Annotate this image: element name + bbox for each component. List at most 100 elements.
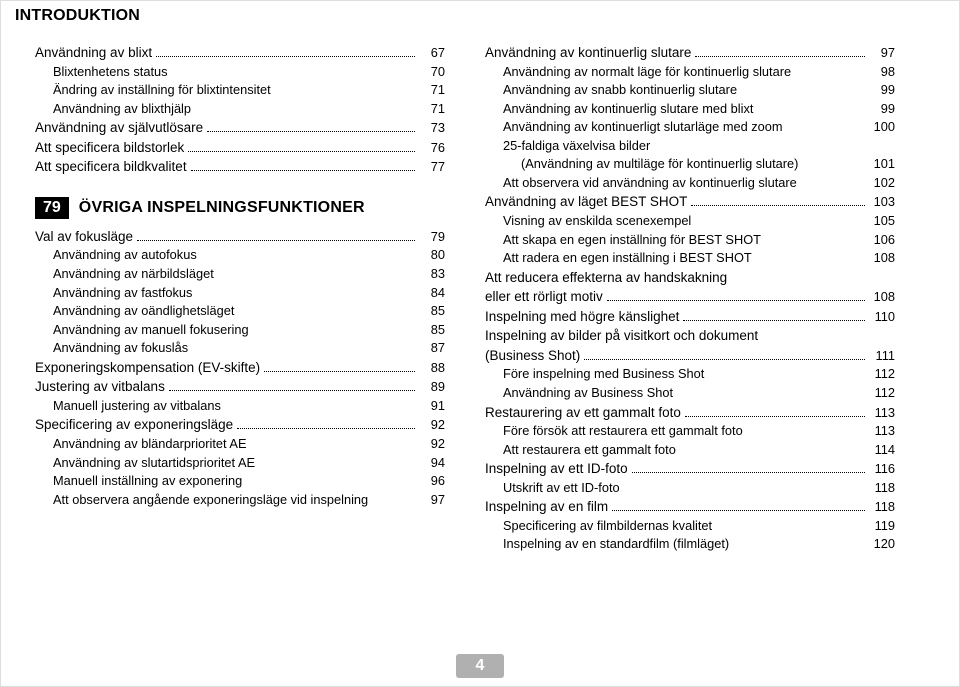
toc-entry-main: Inspelning av ett ID-foto116 bbox=[485, 459, 895, 479]
toc-page-number: 112 bbox=[869, 365, 895, 384]
toc-column-right: Användning av kontinuerlig slutare97Anvä… bbox=[485, 43, 895, 554]
toc-leader-dots bbox=[156, 56, 415, 57]
page-header: INTRODUKTION bbox=[15, 7, 140, 25]
toc-page-number: 97 bbox=[419, 491, 445, 510]
toc-page-number: 110 bbox=[869, 308, 895, 327]
page-number: 4 bbox=[456, 654, 505, 678]
toc-entry-sub: Användning av snabb kontinuerlig slutare… bbox=[485, 81, 895, 100]
toc-label: Användning av slutartidsprioritet AE bbox=[53, 454, 255, 473]
toc-page-number: 118 bbox=[869, 498, 895, 517]
toc-page-number: 97 bbox=[869, 44, 895, 63]
toc-label: Användning av blixt bbox=[35, 43, 152, 63]
toc-entry-sub: Ändring av inställning för blixtintensit… bbox=[35, 81, 445, 100]
toc-entry-sub: Blixtenhetens status 70 bbox=[35, 63, 445, 82]
toc-label: Användning av manuell fokusering bbox=[53, 321, 249, 340]
toc-entry-sub: Inspelning av en standardfilm (filmläget… bbox=[485, 535, 895, 554]
toc-page-number: 112 bbox=[869, 384, 895, 403]
toc-leader-dots bbox=[691, 205, 865, 206]
toc-label: Användning av snabb kontinuerlig slutare bbox=[503, 81, 737, 100]
toc-entry-sub: Användning av oändlighetsläget85 bbox=[35, 302, 445, 321]
toc-page-number: 70 bbox=[419, 63, 445, 82]
toc-page-number: 83 bbox=[419, 265, 445, 284]
toc-entry-main: Restaurering av ett gammalt foto113 bbox=[485, 403, 895, 423]
toc-entry-main: Användning av kontinuerlig slutare 97 bbox=[485, 43, 895, 63]
toc-entry-main: Inspelning av bilder på visitkort och do… bbox=[485, 326, 895, 346]
toc-entry-sub: Användning av fastfokus 84 bbox=[35, 284, 445, 303]
toc-page-number: 71 bbox=[419, 100, 445, 119]
toc-label: (Business Shot) bbox=[485, 346, 580, 366]
toc-page-number: 76 bbox=[419, 139, 445, 158]
section-title: ÖVRIGA INSPELNINGSFUNKTIONER bbox=[79, 199, 365, 217]
toc-label: Specificering av filmbildernas kvalitet bbox=[503, 517, 712, 536]
toc-label: Att reducera effekterna av handskakning bbox=[485, 268, 727, 288]
toc-label: Användning av normalt läge för kontinuer… bbox=[503, 63, 791, 82]
toc-entry-sub: Före inspelning med Business Shot 112 bbox=[485, 365, 895, 384]
toc-leader-dots bbox=[612, 510, 865, 511]
toc-page-number: 99 bbox=[869, 81, 895, 100]
toc-entry-sub: Användning av normalt läge för kontinuer… bbox=[485, 63, 895, 82]
toc-page-number: 84 bbox=[419, 284, 445, 303]
toc-label: Att observera angående exponeringsläge v… bbox=[53, 491, 368, 510]
toc-entry-main: Val av fokusläge 79 bbox=[35, 227, 445, 247]
toc-page-number: 99 bbox=[869, 100, 895, 119]
toc-entry-sub: Användning av närbildsläget 83 bbox=[35, 265, 445, 284]
toc-entry-sub: Användning av Business Shot112 bbox=[485, 384, 895, 403]
toc-page-number: 85 bbox=[419, 321, 445, 340]
toc-label: Användning av fastfokus bbox=[53, 284, 192, 303]
toc-page-number: 73 bbox=[419, 119, 445, 138]
toc-page-number: 101 bbox=[869, 155, 895, 174]
toc-page-number: 102 bbox=[869, 174, 895, 193]
toc-label: Ändring av inställning för blixtintensit… bbox=[53, 81, 271, 100]
toc-label: Användning av blixthjälp bbox=[53, 100, 191, 119]
toc-page-number: 89 bbox=[419, 378, 445, 397]
toc-entry-sub: Användning av slutartidsprioritet AE94 bbox=[35, 454, 445, 473]
toc-leader-dots bbox=[169, 390, 415, 391]
toc-page-number: 105 bbox=[869, 212, 895, 231]
toc-page-number: 91 bbox=[419, 397, 445, 416]
toc-page-number: 114 bbox=[869, 441, 895, 460]
toc-leader-dots bbox=[683, 320, 865, 321]
toc-page-number: 111 bbox=[869, 347, 895, 366]
toc-label: Specificering av exponeringsläge bbox=[35, 415, 233, 435]
toc-leader-dots bbox=[191, 170, 415, 171]
toc-label: Användning av oändlighetsläget bbox=[53, 302, 234, 321]
toc-page-number: 118 bbox=[869, 479, 895, 498]
toc-label: Exponeringskompensation (EV-skifte) bbox=[35, 358, 260, 378]
toc-entry-main: Exponeringskompensation (EV-skifte)88 bbox=[35, 358, 445, 378]
section-badge: 79 bbox=[35, 197, 69, 219]
toc-leader-dots bbox=[188, 151, 415, 152]
toc-leader-dots bbox=[695, 56, 865, 57]
toc-label: Användning av läget BEST SHOT bbox=[485, 192, 687, 212]
toc-entry-main: (Business Shot) 111 bbox=[485, 346, 895, 366]
toc-label: Användning av kontinuerligt slutarläge m… bbox=[503, 118, 783, 137]
toc-label: Att specificera bildstorlek bbox=[35, 138, 184, 158]
toc-label: Inspelning av en film bbox=[485, 497, 608, 517]
toc-label: Användning av närbildsläget bbox=[53, 265, 214, 284]
toc-leader-dots bbox=[207, 131, 415, 132]
toc-label: Inspelning av ett ID-foto bbox=[485, 459, 628, 479]
toc-columns: Användning av blixt67Blixtenhetens statu… bbox=[35, 43, 895, 554]
toc-label: Blixtenhetens status bbox=[53, 63, 168, 82]
toc-page-number: 106 bbox=[869, 231, 895, 250]
toc-entry-sub: Specificering av filmbildernas kvalitet1… bbox=[485, 517, 895, 536]
toc-label: Visning av enskilda scenexempel bbox=[503, 212, 691, 231]
toc-label: Justering av vitbalans bbox=[35, 377, 165, 397]
toc-entry-sub: 25-faldiga växelvisa bilder bbox=[485, 137, 895, 156]
toc-page-number: 113 bbox=[869, 404, 895, 423]
toc-label: Användning av kontinuerlig slutare bbox=[485, 43, 691, 63]
toc-entry-sub: (Användning av multiläge för kontinuerli… bbox=[485, 155, 895, 174]
toc-page-number: 79 bbox=[419, 228, 445, 247]
toc-entry-main: Inspelning med högre känslighet110 bbox=[485, 307, 895, 327]
toc-label: Val av fokusläge bbox=[35, 227, 133, 247]
toc-entry-main: Användning av läget BEST SHOT103 bbox=[485, 192, 895, 212]
toc-page-number: 71 bbox=[419, 81, 445, 100]
toc-leader-dots bbox=[685, 416, 865, 417]
toc-label: Före inspelning med Business Shot bbox=[503, 365, 704, 384]
toc-leader-dots bbox=[607, 300, 865, 301]
toc-entry-sub: Användning av manuell fokusering 85 bbox=[35, 321, 445, 340]
toc-page-number: 77 bbox=[419, 158, 445, 177]
toc-leader-dots bbox=[237, 428, 415, 429]
toc-entry-sub: Manuell justering av vitbalans91 bbox=[35, 397, 445, 416]
toc-entry-sub: Visning av enskilda scenexempel 105 bbox=[485, 212, 895, 231]
toc-page-number: 92 bbox=[419, 416, 445, 435]
